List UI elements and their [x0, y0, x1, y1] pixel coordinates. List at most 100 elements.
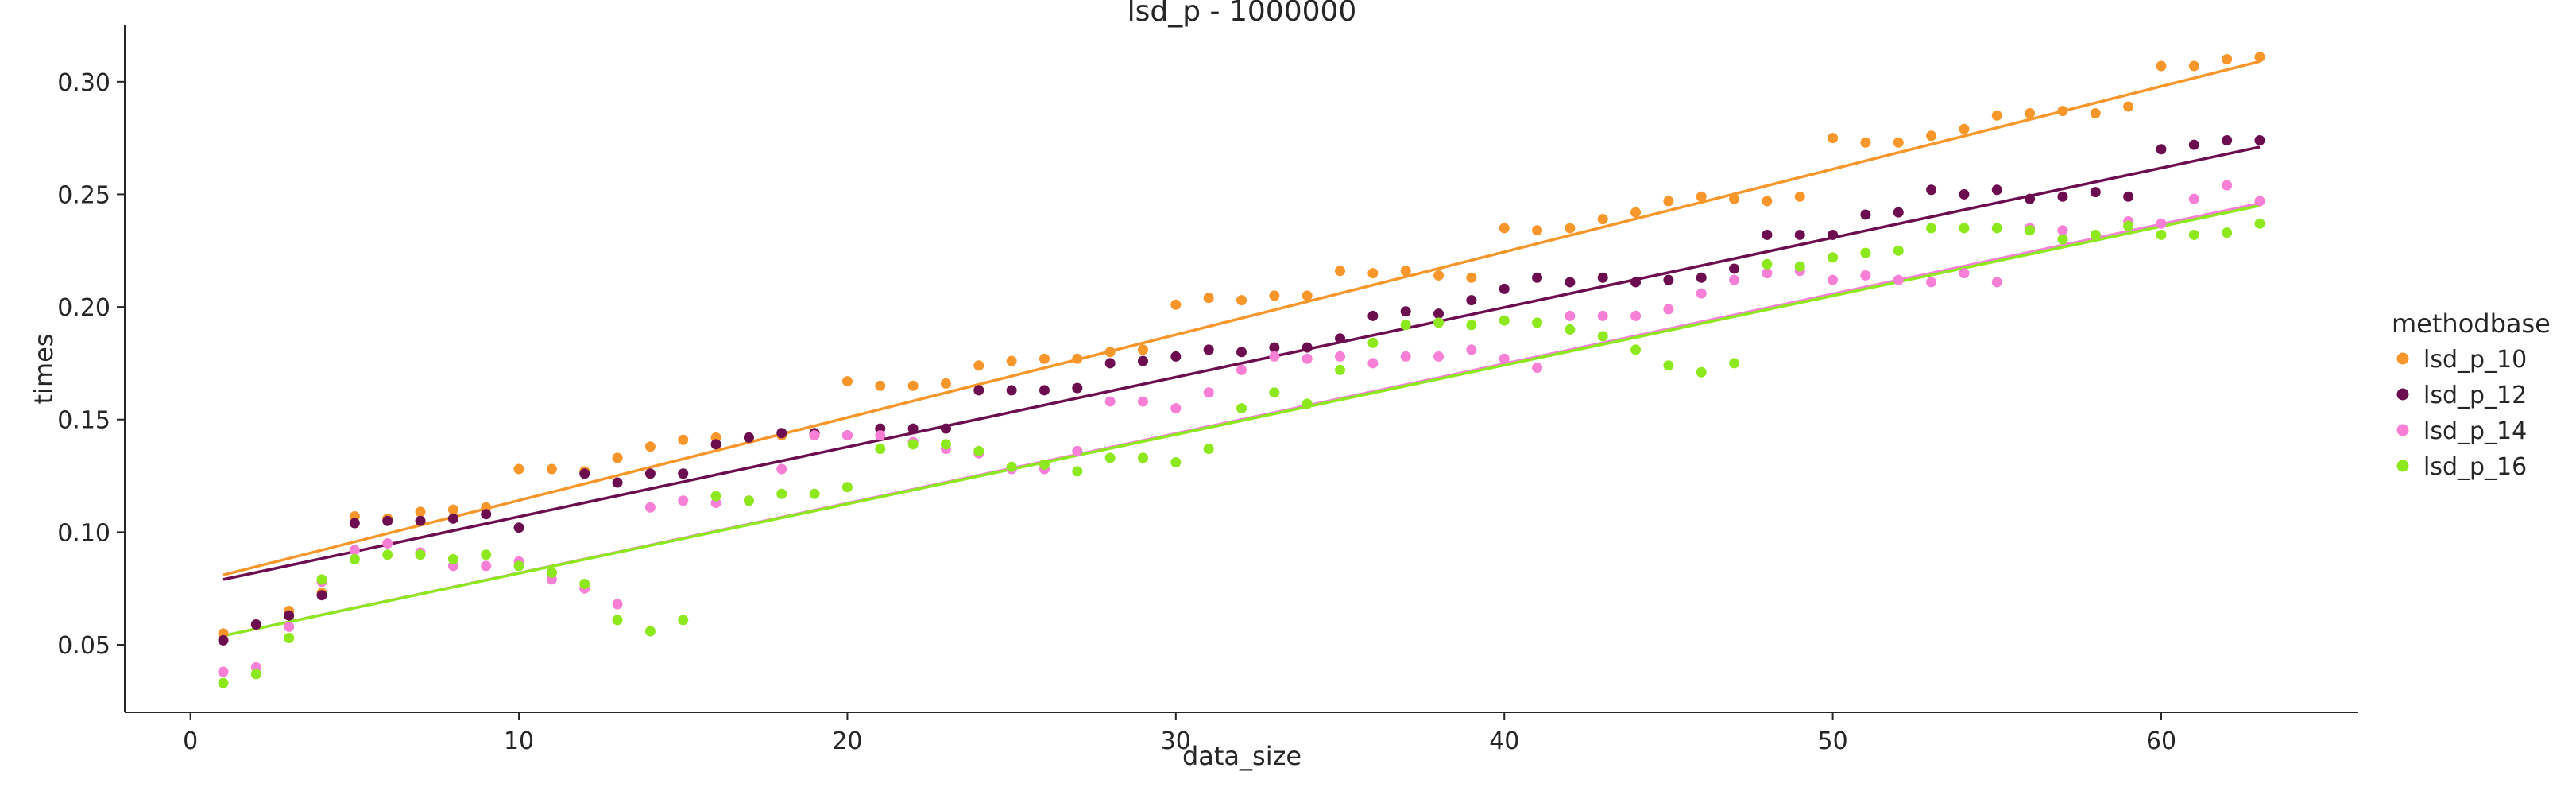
- legend-marker: [2396, 352, 2409, 365]
- data-point: [1433, 270, 1445, 281]
- data-point: [743, 432, 754, 443]
- data-point: [644, 468, 656, 479]
- data-point: [2090, 229, 2101, 240]
- data-point: [1400, 306, 1411, 317]
- y-ticks: 0.05 0.10 0.15 0.20 0.25 0.30: [57, 69, 125, 660]
- data-point: [1828, 133, 1839, 144]
- data-point: [809, 488, 820, 499]
- data-point: [1959, 188, 1970, 200]
- data-point: [1630, 310, 1642, 321]
- data-point: [316, 574, 327, 585]
- data-point: [1269, 290, 1280, 301]
- data-point: [1696, 272, 1707, 283]
- chart-title: lsd_p - 1000000: [1127, 0, 1357, 28]
- x-axis-label: data_size: [1182, 741, 1302, 771]
- data-point: [1104, 358, 1116, 369]
- data-point: [875, 444, 886, 455]
- data-point: [1104, 452, 1116, 463]
- data-point: [875, 430, 886, 441]
- y-tick-label: 0.30: [57, 69, 110, 97]
- series-lsd_p_14: [218, 180, 2265, 677]
- data-point: [1499, 283, 1510, 294]
- data-point: [776, 428, 787, 439]
- data-point: [1466, 320, 1477, 331]
- data-point: [1762, 229, 1773, 240]
- data-point: [1860, 137, 1871, 148]
- data-point: [513, 522, 524, 533]
- legend-label: lsd_p_12: [2423, 382, 2527, 409]
- data-point: [1236, 403, 1247, 414]
- data-point: [1630, 207, 1642, 218]
- data-point: [546, 463, 557, 475]
- data-point: [284, 621, 295, 632]
- data-point: [1762, 258, 1773, 270]
- data-point: [1597, 310, 1608, 321]
- data-point: [644, 626, 656, 637]
- data-point: [1335, 351, 1346, 362]
- data-point: [973, 445, 984, 456]
- data-point: [1565, 324, 1576, 335]
- data-point: [2156, 229, 2167, 240]
- data-point: [2057, 106, 2068, 117]
- data-point: [2188, 229, 2199, 240]
- data-point: [1072, 445, 1083, 456]
- data-point: [1565, 310, 1576, 321]
- data-point: [1400, 266, 1411, 277]
- data-point: [612, 615, 623, 626]
- data-point: [1400, 320, 1411, 331]
- data-point: [1137, 396, 1148, 407]
- data-point: [349, 545, 360, 556]
- data-point: [1302, 290, 1313, 301]
- data-point: [1072, 353, 1083, 364]
- data-point: [2123, 220, 2134, 231]
- legend-marker: [2396, 460, 2409, 472]
- data-point: [940, 439, 951, 450]
- data-point: [1236, 364, 1247, 375]
- data-point: [2222, 180, 2233, 191]
- legend-marker: [2396, 388, 2409, 401]
- data-point: [1532, 317, 1543, 328]
- data-point: [2254, 218, 2265, 229]
- data-point: [1466, 344, 1477, 355]
- data-point: [1729, 358, 1740, 369]
- data-point: [1433, 317, 1445, 328]
- data-point: [284, 610, 295, 621]
- data-point: [2025, 225, 2036, 236]
- y-tick-label: 0.25: [57, 181, 110, 209]
- data-point: [1302, 398, 1313, 409]
- data-point: [1039, 385, 1050, 396]
- data-point: [218, 677, 229, 688]
- data-point: [1926, 130, 1937, 142]
- data-point: [1006, 461, 1017, 472]
- data-point: [841, 376, 853, 387]
- y-axis-label: times: [29, 334, 59, 405]
- data-point: [2156, 144, 2167, 155]
- data-points: [218, 52, 2265, 688]
- data-point: [1137, 355, 1148, 366]
- data-point: [1696, 288, 1707, 299]
- series-lsd_p_10: [218, 52, 2265, 639]
- data-point: [1794, 229, 1805, 240]
- data-point: [1991, 223, 2002, 234]
- data-point: [349, 518, 360, 529]
- data-point: [1104, 396, 1116, 407]
- data-point: [1860, 209, 1871, 220]
- data-point: [1926, 184, 1937, 196]
- x-tick-label: 20: [832, 727, 862, 755]
- data-point: [1170, 457, 1182, 468]
- data-point: [382, 515, 393, 526]
- data-point: [2188, 139, 2199, 150]
- data-point: [1959, 123, 1970, 134]
- data-point: [1860, 270, 1871, 281]
- x-tick-label: 40: [1489, 727, 1519, 755]
- y-tick-label: 0.10: [57, 519, 110, 547]
- data-point: [1959, 223, 1970, 234]
- data-point: [382, 538, 393, 549]
- data-point: [284, 633, 295, 644]
- data-point: [218, 634, 229, 646]
- data-point: [1729, 193, 1740, 204]
- data-point: [1367, 358, 1379, 369]
- data-point: [415, 506, 426, 518]
- data-point: [612, 477, 623, 488]
